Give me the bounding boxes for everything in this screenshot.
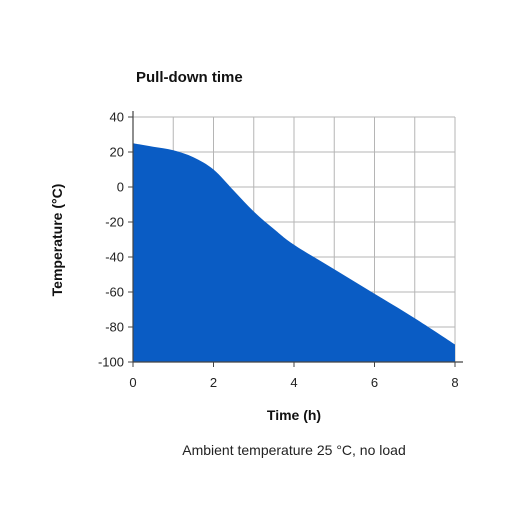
x-tick-label: 0 bbox=[129, 375, 136, 390]
temperature-area bbox=[133, 143, 455, 362]
chart-caption: Ambient temperature 25 °C, no load bbox=[182, 442, 406, 458]
tick-labels: 40 20 0 -20 -40 -60 -80 -100 0 2 4 6 8 bbox=[98, 110, 459, 391]
x-tick-label: 8 bbox=[451, 375, 458, 390]
y-tick-label: -60 bbox=[105, 285, 124, 300]
axes bbox=[132, 111, 463, 363]
y-tick-label: 40 bbox=[110, 110, 124, 125]
y-tick-label: -40 bbox=[105, 250, 124, 265]
y-tick-label: 20 bbox=[110, 145, 124, 160]
x-tick-label: 4 bbox=[290, 375, 297, 390]
y-tick-label: 0 bbox=[117, 180, 124, 195]
y-axis-label: Temperature (°C) bbox=[49, 184, 65, 297]
x-axis-label: Time (h) bbox=[267, 407, 321, 423]
y-tick-label: -100 bbox=[98, 355, 124, 370]
chart-title: Pull-down time bbox=[136, 69, 243, 86]
x-tick-label: 2 bbox=[210, 375, 217, 390]
y-tick-label: -20 bbox=[105, 215, 124, 230]
x-tick-label: 6 bbox=[371, 375, 378, 390]
y-tick-label: -80 bbox=[105, 320, 124, 335]
